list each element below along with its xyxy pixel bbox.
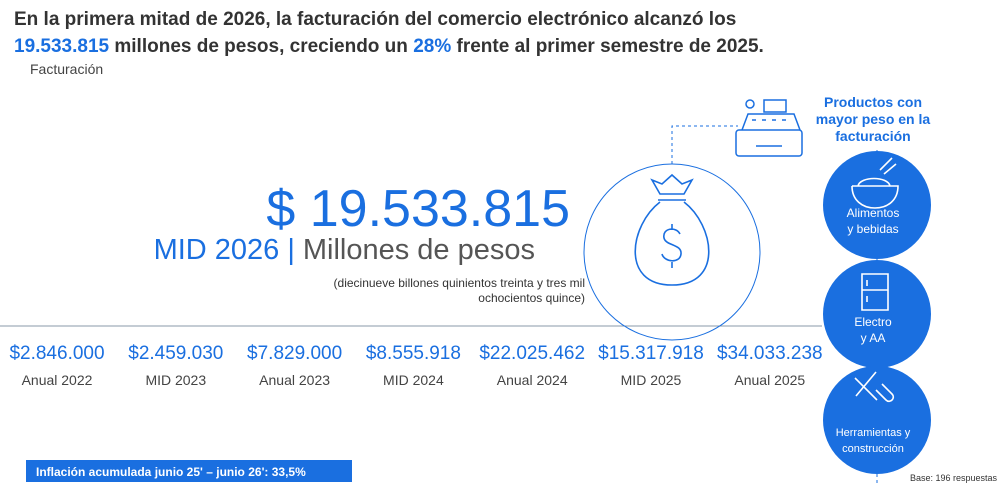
timeline-label: Anual 2022 [22, 372, 93, 388]
product-label: y AA [861, 331, 886, 345]
product-label: construcción [842, 443, 904, 455]
timeline-value: $2.846.000 [9, 343, 104, 364]
product-circle [823, 260, 931, 368]
inflation-text: Inflación acumulada junio 25' – junio 26… [36, 465, 306, 479]
timeline-label: MID 2025 [621, 372, 682, 388]
title-highlight: 19.533.815 [14, 36, 110, 57]
timeline-value: $15.317.918 [598, 343, 704, 364]
product-icon [854, 371, 895, 403]
note-line: (diecinueve billones quinientos treinta … [334, 276, 585, 290]
product-label: y bebidas [847, 222, 898, 236]
money-bag-icon [583, 125, 761, 341]
timeline-value: $8.555.918 [366, 343, 461, 364]
timeline-label: MID 2024 [383, 372, 444, 388]
separator: | [287, 234, 295, 266]
products-title: facturación [835, 128, 910, 144]
main-unit-line: MID 2026 | Millones de pesos [154, 234, 535, 266]
title-text: frente al primer semestre de 2025. [451, 36, 764, 57]
note-line: ochocientos quince) [478, 291, 585, 305]
title-text: millones de pesos, creciendo un [109, 36, 413, 57]
product-circle [823, 151, 931, 259]
period: MID 2026 [154, 234, 280, 266]
unit: Millones de pesos [303, 234, 535, 266]
timeline-label: Anual 2025 [734, 372, 805, 388]
register-icon [735, 99, 803, 157]
timeline-value: $2.459.030 [128, 343, 223, 364]
product-icon [851, 157, 899, 209]
timeline: $2.846.000 Anual 2022 $2.459.030 MID 2023 $7… [9, 343, 822, 388]
product-icon [861, 273, 889, 311]
subtitle: Facturación [30, 61, 103, 77]
title-line-2: 19.533.815 millones de pesos, creciendo … [14, 36, 764, 57]
timeline-label: Anual 2023 [259, 372, 330, 388]
product-label: Herramientas y [836, 427, 911, 439]
timeline-value: $7.829.000 [247, 343, 342, 364]
products-title: Productos con [824, 94, 922, 110]
products: Alimentos y bebidas Electro y AA Herramienta… [823, 151, 931, 474]
title-line-1: En la primera mitad de 2026, la facturac… [14, 9, 736, 30]
title-highlight: 28% [413, 36, 451, 57]
products-title: mayor peso en la [816, 111, 931, 127]
title-text: En la primera mitad de 2026, la facturac… [14, 9, 736, 30]
timeline-label: MID 2023 [145, 372, 206, 388]
inflation-box [26, 460, 352, 482]
base-note: Base: 196 respuestas [910, 473, 998, 483]
main-amount: $ 19.533.815 [266, 180, 570, 238]
product-circle [823, 366, 931, 474]
timeline-value: $34.033.238 [717, 343, 823, 364]
product-label: Alimentos [847, 206, 900, 220]
timeline-label: Anual 2024 [497, 372, 568, 388]
product-label: Electro [854, 315, 892, 329]
timeline-value: $22.025.462 [479, 343, 585, 364]
